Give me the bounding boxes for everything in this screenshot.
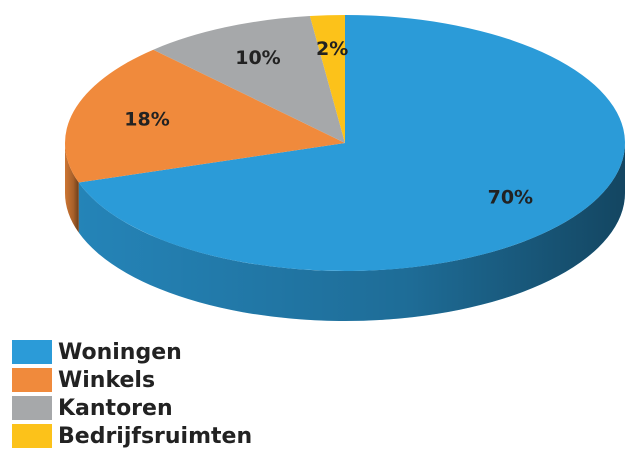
legend-swatch <box>12 396 52 420</box>
data-label: 10% <box>235 47 280 69</box>
data-label: 70% <box>488 186 533 208</box>
pie-slice <box>78 15 625 271</box>
data-label: 2% <box>316 38 348 60</box>
legend-label: Winkels <box>58 368 155 393</box>
legend-label: Woningen <box>58 340 182 365</box>
pie-side-shade <box>78 143 626 322</box>
legend-label: Bedrijfsruimten <box>58 424 252 449</box>
pie-slice <box>65 49 346 183</box>
legend-swatch <box>12 340 52 364</box>
legend-swatch <box>12 368 52 392</box>
pie-side-shade <box>65 143 79 233</box>
legend-swatch <box>12 424 52 448</box>
data-label: 18% <box>124 108 169 130</box>
pie-slice <box>309 15 345 143</box>
pie-slice <box>153 16 345 144</box>
legend-label: Kantoren <box>58 396 173 421</box>
